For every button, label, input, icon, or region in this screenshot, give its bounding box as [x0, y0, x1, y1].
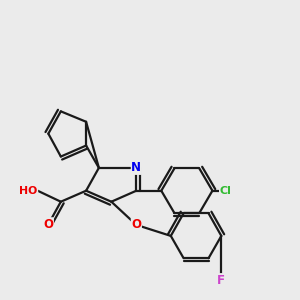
Text: O: O — [43, 218, 53, 231]
Text: O: O — [131, 218, 141, 231]
Text: F: F — [217, 274, 225, 287]
Text: N: N — [131, 161, 141, 174]
Text: HO: HO — [20, 186, 38, 196]
Text: Cl: Cl — [220, 186, 231, 196]
